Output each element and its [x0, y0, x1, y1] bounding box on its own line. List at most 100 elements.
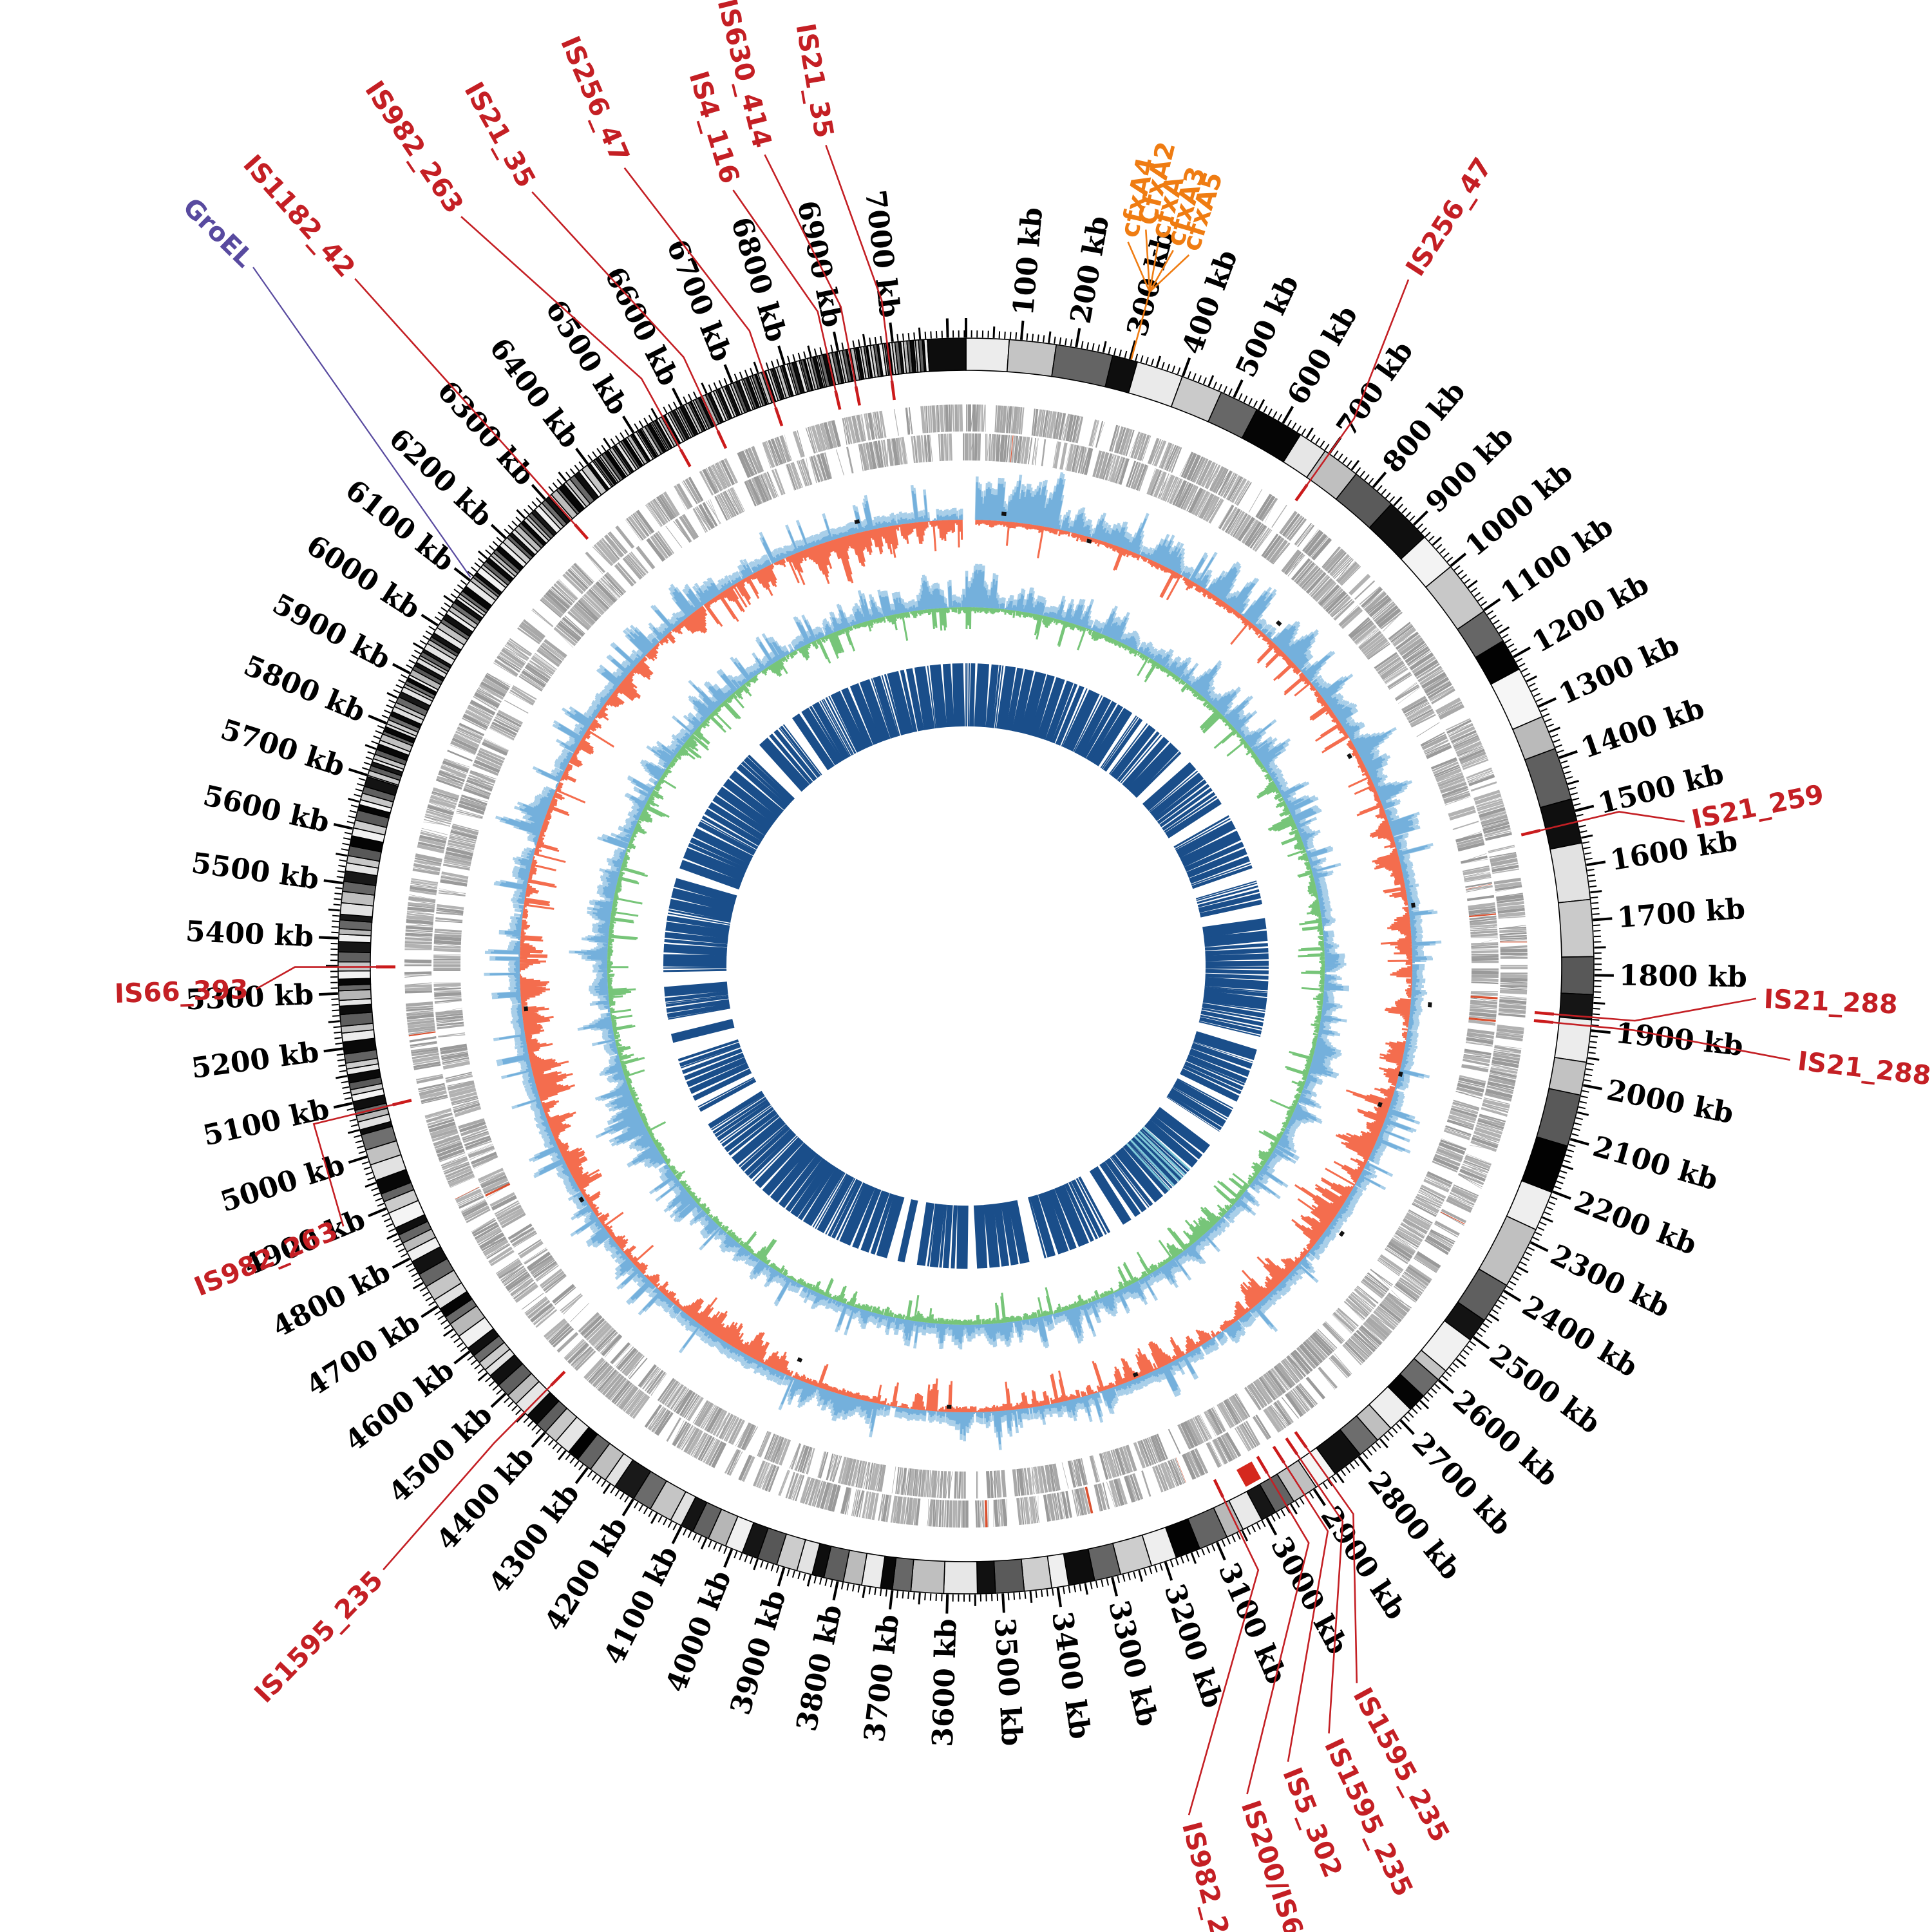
medium-ticks: [326, 326, 1606, 1606]
is-element-label: IS982_263: [359, 75, 469, 219]
negative-bars: [607, 607, 1325, 1325]
alignment-blocks: [779, 664, 1226, 1263]
gene-label: GroEL: [177, 193, 259, 274]
alignment-blocks: [664, 683, 1268, 1237]
gc-content-track: [569, 564, 1350, 1350]
kb-tick-label: 2200 kb: [1569, 1185, 1701, 1262]
gene-arcs: [404, 404, 1528, 1528]
is-element-label: IS21_288: [1763, 983, 1899, 1020]
is-label-leader: [732, 189, 838, 398]
alignment-blocks: [664, 708, 1197, 1264]
contig-segment: [965, 337, 1010, 373]
kb-tick-label: 2000 kb: [1604, 1074, 1736, 1130]
kb-tick-label: 5200 kb: [189, 1036, 321, 1085]
alignment-blocks: [830, 665, 1268, 1269]
is-label-leader: [255, 966, 384, 990]
kb-tick-label: 3300 kb: [1102, 1597, 1164, 1729]
is-label-leader: [354, 278, 580, 531]
contig-segment: [976, 1560, 996, 1595]
gene-arcs: [433, 433, 1499, 1499]
alignment-blocks: [708, 667, 1250, 1249]
is-label-leader: [531, 191, 722, 438]
scale-tick-ring: [318, 318, 1614, 1614]
positive-bars: [574, 569, 1343, 1344]
gene-arcs: [433, 433, 1499, 1499]
resistance-leader-stem: [1130, 291, 1151, 360]
resistance-leader-branch: [1149, 254, 1190, 293]
alignment-blocks: [663, 665, 1264, 1267]
kb-tick-label: 5000 kb: [216, 1148, 348, 1218]
kb-tick-label: 1400 kb: [1577, 692, 1709, 765]
is-label-leader: [825, 144, 894, 388]
kb-tick-label: 5100 kb: [200, 1092, 332, 1152]
is-label-leader: [1546, 998, 1757, 1022]
contig-segment: [943, 1560, 978, 1595]
alignment-blocks: [665, 668, 1269, 1203]
is-label-leader: [312, 1102, 400, 1227]
minor-ticks: [330, 330, 1602, 1602]
kb-tick-label: 3200 kb: [1158, 1580, 1230, 1712]
kb-tick-label: 3900 kb: [724, 1586, 792, 1718]
gene-label-leader: [252, 267, 471, 578]
is-label-leader: [1533, 811, 1685, 833]
is-element-label: IS21_35: [790, 21, 840, 140]
contig-segment: [927, 337, 967, 372]
is-label-leader: [460, 216, 685, 457]
is-label-leader: [1292, 1448, 1344, 1734]
contig-segment: [1560, 956, 1595, 996]
contig-segment: [910, 1558, 945, 1595]
contig-segment: [337, 941, 372, 954]
kb-tick-label: 5500 kb: [189, 847, 321, 896]
alignment-blocks: [665, 705, 1269, 1268]
kb-tick-label: 200 kb: [1065, 213, 1116, 326]
resistance-leader-branch: [1145, 229, 1151, 292]
contig-segment: [1557, 898, 1595, 958]
kb-tick-label: 5600 kb: [200, 779, 332, 839]
kb-tick-label: 3400 kb: [1045, 1609, 1097, 1741]
kb-tick-label: 5400 kb: [185, 915, 314, 954]
gene-track-reverse: [433, 433, 1499, 1499]
is-label-leader: [1246, 1466, 1310, 1795]
positive-bars: [489, 477, 1436, 1444]
gc-skew-track: [484, 471, 1442, 1450]
is-element-label: IS982_260: [1176, 1819, 1244, 1932]
resistance-leader-branch: [1148, 242, 1159, 292]
alignment-blocks: [665, 704, 1269, 1269]
is-gene-arcs: [485, 435, 1498, 1197]
kb-tick-label: 3700 kb: [858, 1613, 905, 1744]
contig-segment: [1524, 748, 1572, 808]
is-element-track: [376, 381, 1555, 1498]
teal-ticks: [1126, 1126, 1191, 1191]
kb-tick-label: 1800 kb: [1619, 960, 1748, 994]
is-label-leader: [1302, 1441, 1358, 1683]
resistance-leader-branch: [1149, 250, 1174, 292]
alignment-blocks: [754, 663, 1204, 1267]
alignment-blocks: [839, 663, 1267, 1246]
major-ticks: [318, 318, 1614, 1614]
kb-tick-label: 2100 kb: [1589, 1130, 1721, 1197]
contig-segment: [337, 970, 372, 980]
contig-segment: [1549, 842, 1591, 904]
is-position-ticks: [376, 381, 1555, 1498]
alignment-blocks: [666, 663, 1269, 1255]
is-element-label: IS1595_235: [248, 1565, 389, 1709]
is-label-leader: [764, 154, 858, 394]
alignment-ring: [663, 663, 1269, 1269]
alignment-blocks: [663, 954, 727, 968]
kb-tick-label: 3600 kb: [927, 1618, 963, 1747]
contig-ring: [337, 337, 1595, 1595]
alignment-blocks: [663, 696, 1233, 1268]
is-element-label: IS21_288: [1796, 1045, 1932, 1091]
contig-segment: [1020, 1555, 1053, 1592]
is-gene-arcs: [408, 942, 1528, 1528]
kb-tick-label: 500 kb: [1229, 270, 1305, 383]
alignment-blocks: [663, 663, 1268, 1235]
contig-segment: [1006, 339, 1057, 377]
contig-segment: [337, 989, 372, 1001]
is-element-label: IS21_35: [459, 77, 542, 193]
gene-arcs: [433, 433, 1499, 1499]
kb-tick-label: 5700 kb: [217, 713, 349, 783]
alignment-blocks: [683, 663, 1267, 1269]
